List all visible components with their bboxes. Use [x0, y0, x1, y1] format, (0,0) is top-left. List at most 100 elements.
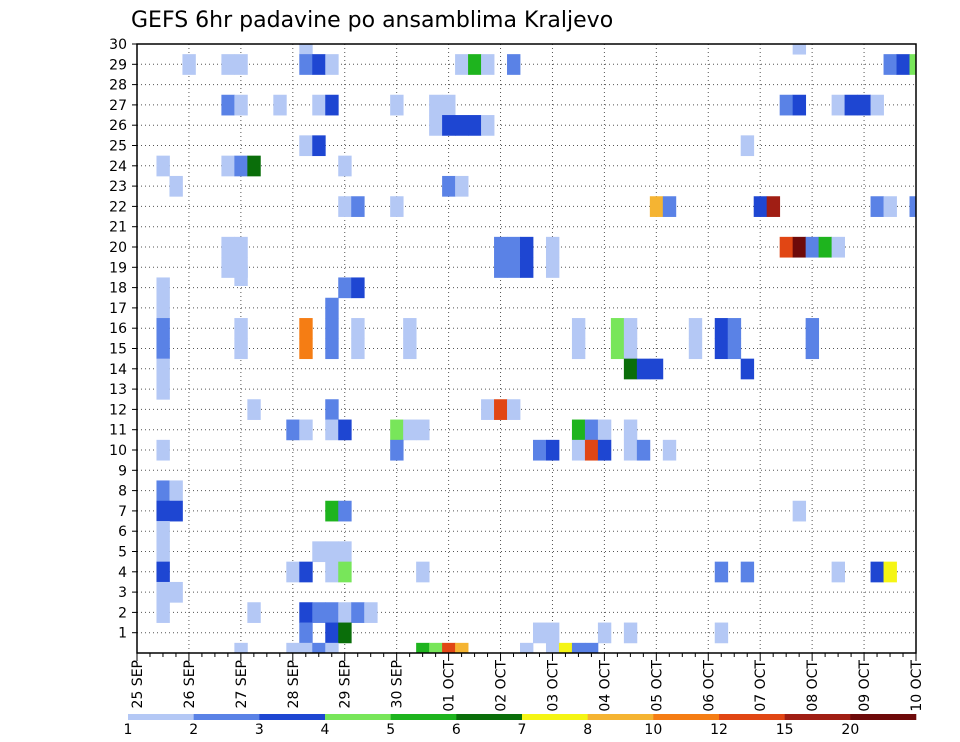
heatmap-cell	[545, 642, 560, 653]
heatmap-cell	[662, 439, 677, 461]
heatmap-cell	[909, 54, 916, 75]
heatmap-cell	[403, 419, 417, 441]
heatmap-cell	[169, 581, 183, 603]
heatmap-cell	[338, 277, 352, 299]
heatmap-cell	[792, 500, 807, 522]
colorbar-swatch	[719, 714, 785, 720]
heatmap-cell	[234, 318, 248, 339]
colorbar-label: 12	[710, 722, 728, 738]
heatmap-cell	[325, 602, 339, 623]
heatmap-cell	[221, 257, 235, 278]
x-tick-label: 09 OCT	[857, 660, 873, 712]
heatmap-cell	[351, 318, 365, 339]
y-tick-label: 16	[109, 321, 127, 337]
x-tick-label: 10 OCT	[909, 660, 925, 712]
heatmap-cell	[507, 399, 521, 420]
heatmap-cell	[805, 236, 820, 258]
heatmap-cell	[299, 419, 313, 441]
x-tick-label: 07 OCT	[753, 660, 769, 712]
heatmap-cell	[156, 541, 170, 563]
y-tick-label: 28	[109, 78, 127, 94]
heatmap-cell	[299, 602, 313, 623]
y-tick-label: 21	[109, 220, 127, 236]
colorbar-swatch	[653, 714, 720, 720]
y-tick-label: 4	[118, 565, 127, 581]
heatmap-cell	[468, 115, 482, 136]
heatmap-cell	[299, 338, 313, 360]
y-tick-label: 22	[109, 199, 127, 215]
heatmap-cell	[221, 54, 235, 75]
heatmap-cell	[571, 318, 586, 339]
heatmap-cell	[753, 196, 768, 217]
heatmap-cell	[338, 561, 352, 583]
heatmap-cell	[221, 155, 235, 177]
heatmap-cell	[299, 561, 313, 583]
heatmap-cell	[299, 318, 313, 339]
heatmap-cell	[364, 602, 378, 623]
heatmap-cell	[156, 378, 170, 400]
y-tick-label: 13	[109, 382, 127, 398]
heatmap-cell	[520, 257, 534, 278]
heatmap-cell	[234, 338, 248, 360]
heatmap-cell	[571, 642, 586, 653]
heatmap-cell	[507, 257, 521, 278]
y-tick-label: 2	[118, 605, 127, 621]
heatmap-cell	[623, 439, 638, 461]
heatmap-cell	[571, 419, 586, 441]
heatmap-cell	[286, 561, 300, 583]
colorbar-label: 8	[583, 722, 592, 738]
heatmap-cell	[273, 94, 287, 116]
y-tick-label: 29	[109, 57, 127, 73]
heatmap-cell	[338, 419, 352, 441]
heatmap-cell	[325, 622, 339, 644]
heatmap-cell	[545, 257, 560, 278]
y-tick-label: 1	[118, 626, 127, 642]
heatmap-cell	[234, 155, 248, 177]
heatmap-cell	[442, 642, 456, 653]
heatmap-cell	[312, 54, 326, 75]
heatmap-cell	[610, 318, 625, 339]
heatmap-cell	[545, 236, 560, 258]
heatmap-cell	[532, 439, 547, 461]
heatmap-cell	[714, 338, 729, 360]
heatmap-cell	[520, 642, 534, 653]
heatmap-cell	[636, 358, 651, 380]
heatmap-cell	[727, 338, 742, 360]
heatmap-cell	[481, 399, 495, 420]
heatmap-cell	[247, 155, 261, 177]
heatmap-cell	[792, 44, 807, 55]
heatmap-cell	[545, 439, 560, 461]
heatmap-cell	[857, 94, 871, 116]
heatmap-cell	[234, 642, 248, 653]
colorbar-label: 2	[189, 722, 198, 738]
heatmap-cell	[351, 196, 365, 217]
x-tick-label: 28 SEP	[286, 660, 302, 708]
heatmap-cell	[649, 358, 664, 380]
heatmap-cell	[688, 318, 703, 339]
heatmap-cell	[338, 541, 352, 563]
colorbar-label: 3	[255, 722, 264, 738]
heatmap-cell	[312, 541, 326, 563]
y-tick-label: 7	[118, 504, 127, 520]
heatmap-cell	[156, 480, 170, 502]
heatmap-cell	[831, 94, 845, 116]
heatmap-cell	[481, 115, 495, 136]
heatmap-cell	[571, 338, 586, 360]
colorbar-swatch	[325, 714, 391, 720]
heatmap-cell	[571, 439, 586, 461]
heatmap-cell	[623, 622, 638, 644]
y-tick-label: 20	[109, 240, 127, 256]
heatmap-cell	[156, 439, 170, 461]
heatmap-cell	[351, 338, 365, 360]
heatmap-cell	[182, 54, 196, 75]
heatmap-cell	[792, 94, 807, 116]
y-tick-label: 3	[118, 585, 127, 601]
heatmap-cell	[156, 318, 170, 339]
heatmap-cell	[286, 642, 300, 653]
x-tick-label: 06 OCT	[701, 660, 717, 712]
heatmap-cell	[740, 135, 755, 157]
heatmap-cell	[156, 155, 170, 177]
y-tick-label: 8	[118, 484, 127, 500]
heatmap-cell	[688, 338, 703, 360]
x-tick-label: 02 OCT	[494, 660, 510, 712]
